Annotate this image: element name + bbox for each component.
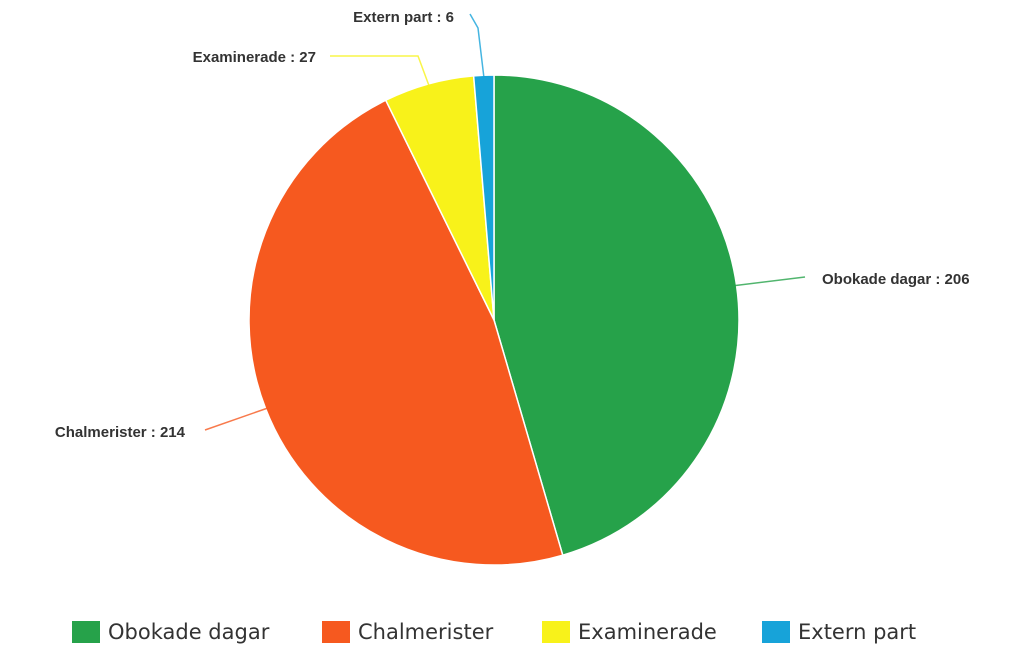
leader-line	[469, 13, 485, 78]
legend-label: Extern part	[798, 620, 916, 644]
leader-line	[330, 55, 430, 87]
legend-swatch	[762, 621, 790, 643]
legend-swatch	[72, 621, 100, 643]
data-label: Chalmerister : 214	[55, 424, 186, 441]
data-label: Obokade dagar : 206	[822, 271, 970, 288]
leader-line	[734, 276, 806, 287]
legend-swatch	[322, 621, 350, 643]
legend-swatch	[542, 621, 570, 643]
leader-line	[204, 407, 268, 431]
legend-label: Obokade dagar	[108, 620, 270, 644]
legend-label: Chalmerister	[358, 620, 494, 644]
data-label: Extern part : 6	[353, 9, 454, 26]
legend-label: Examinerade	[578, 620, 717, 644]
data-label: Examinerade : 27	[193, 49, 316, 66]
